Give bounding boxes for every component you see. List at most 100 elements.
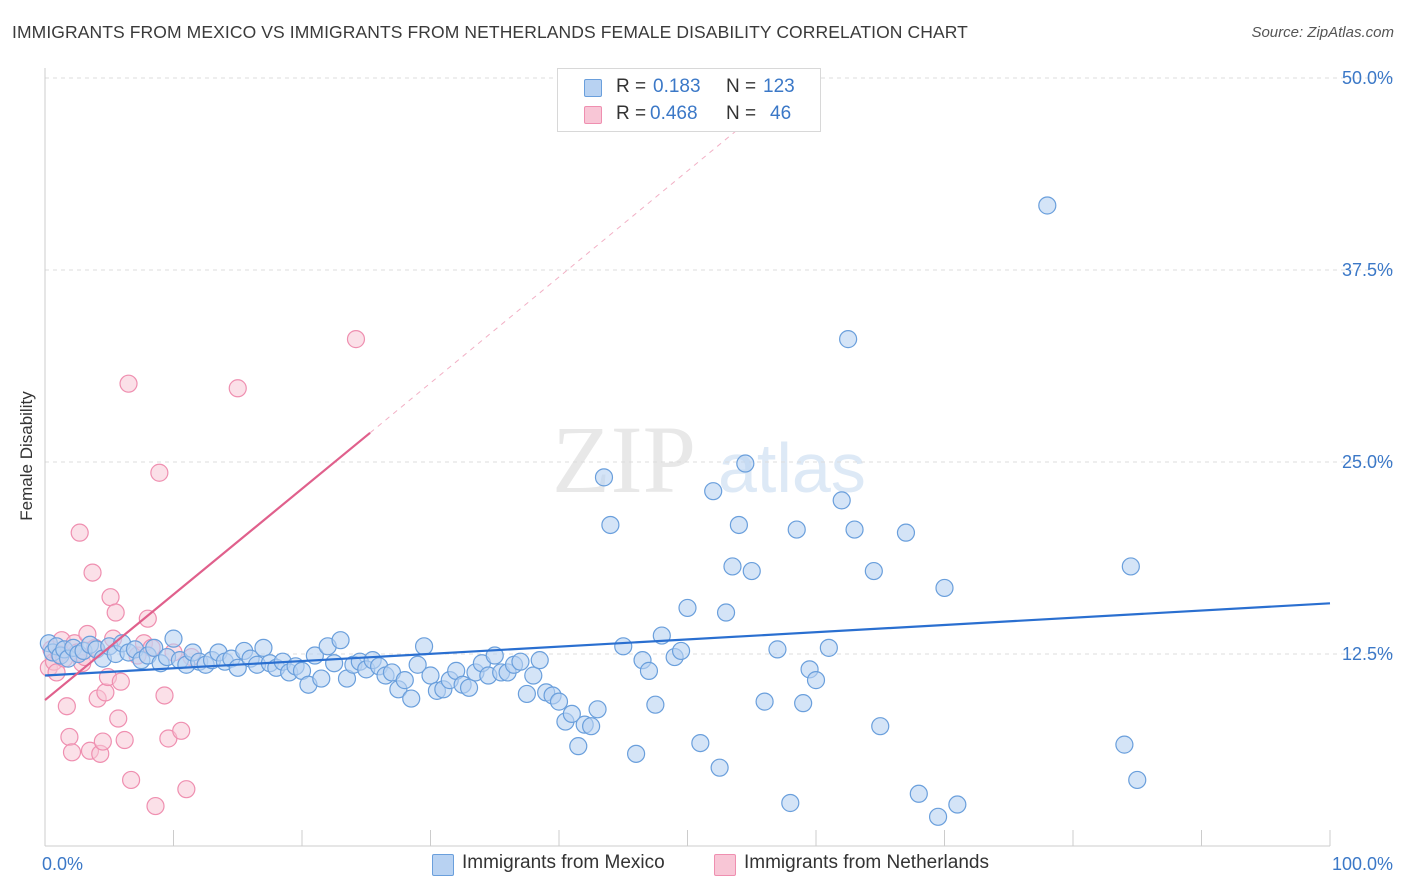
mexico-point xyxy=(845,520,864,539)
netherlands-r-value: 0.468 xyxy=(650,103,698,124)
mexico-point xyxy=(736,454,755,473)
mexico-point xyxy=(729,515,749,535)
netherlands-point xyxy=(96,683,115,702)
mexico-point xyxy=(402,689,421,708)
bottom-netherlands-label: Immigrants from Netherlands xyxy=(744,852,989,873)
mexico-point xyxy=(1038,196,1057,215)
mexico-points xyxy=(39,196,1147,826)
bottom-mexico-label: Immigrants from Mexico xyxy=(462,852,665,873)
mexico-point xyxy=(723,557,742,576)
mexico-point xyxy=(646,695,665,714)
mexico-point xyxy=(819,638,838,657)
netherlands-point xyxy=(60,727,79,747)
mexico-point xyxy=(562,704,581,724)
mexico-point xyxy=(582,717,601,736)
netherlands-r-label: R = xyxy=(616,103,647,124)
mexico-point xyxy=(511,652,530,671)
netherlands-point xyxy=(70,523,89,542)
netherlands-point xyxy=(150,463,169,482)
netherlands-point xyxy=(57,697,76,716)
mexico-point xyxy=(768,640,787,659)
netherlands-points xyxy=(39,330,366,816)
watermark: ZIP atlas xyxy=(552,406,866,513)
netherlands-point xyxy=(111,672,130,691)
mexico-n-label: N = xyxy=(726,76,757,97)
mexico-point xyxy=(935,578,954,598)
mexico-point xyxy=(569,737,588,756)
netherlands-point xyxy=(119,374,138,393)
netherlands-point xyxy=(62,743,82,762)
mexico-point xyxy=(549,692,569,711)
mexico-point xyxy=(1128,770,1147,790)
mexico-point xyxy=(601,515,620,535)
grid-lines xyxy=(45,77,1395,655)
mexico-point xyxy=(588,700,607,719)
axes xyxy=(44,68,1331,847)
mexico-point xyxy=(806,671,826,690)
mexico-point xyxy=(517,684,536,704)
y-tick-label: 37.5% xyxy=(1342,260,1393,280)
source-label: Source: ZipAtlas.com xyxy=(1251,24,1394,41)
mexico-point xyxy=(164,629,183,648)
mexico-point xyxy=(896,523,916,542)
netherlands-trend-extension xyxy=(369,117,753,434)
mexico-swatch xyxy=(584,79,602,97)
mexico-point xyxy=(524,666,543,685)
netherlands-point xyxy=(155,686,174,705)
tick-labels: 12.5% 25.0% 37.5% 50.0% 0.0% 100.0% xyxy=(42,68,1393,874)
mexico-point xyxy=(787,520,806,539)
mexico-point xyxy=(626,744,646,763)
mexico-point xyxy=(408,655,427,674)
bottom-mexico-swatch xyxy=(432,854,454,876)
netherlands-point xyxy=(228,379,247,398)
mexico-r-value: 0.183 xyxy=(653,76,701,97)
mexico-point xyxy=(254,638,273,657)
mexico-point xyxy=(864,561,883,581)
y-tick-label: 25.0% xyxy=(1342,452,1393,472)
netherlands-swatch xyxy=(584,106,602,124)
netherlands-point xyxy=(93,732,112,751)
y-tick-label: 12.5% xyxy=(1342,644,1393,664)
legend-row-mexico: R = 0.183 N = 123 xyxy=(558,73,820,101)
mexico-point xyxy=(794,694,813,713)
netherlands-point xyxy=(177,780,196,799)
mexico-n-value: 123 xyxy=(763,76,795,97)
mexico-point xyxy=(948,795,967,814)
mexico-point xyxy=(678,598,697,618)
mexico-point xyxy=(755,692,774,711)
watermark-zip: ZIP xyxy=(552,406,696,513)
netherlands-point xyxy=(138,609,157,628)
mexico-point xyxy=(710,758,729,777)
netherlands-point xyxy=(115,730,134,750)
netherlands-point xyxy=(83,563,102,582)
mexico-point xyxy=(909,784,928,803)
mexico-point xyxy=(1115,735,1134,754)
y-tick-label: 50.0% xyxy=(1342,68,1393,88)
netherlands-n-value: 46 xyxy=(770,103,792,124)
netherlands-point xyxy=(346,330,366,349)
x-tick-label: 100.0% xyxy=(1332,854,1393,874)
mexico-trend-line xyxy=(44,602,1331,677)
mexico-point xyxy=(716,603,736,622)
mexico-point xyxy=(704,482,723,501)
netherlands-point xyxy=(106,603,125,622)
mexico-point xyxy=(832,491,851,510)
mexico-point xyxy=(145,638,164,657)
mexico-point xyxy=(414,637,434,656)
netherlands-point xyxy=(121,770,141,790)
x-tick-label: 0.0% xyxy=(42,854,83,874)
mexico-point xyxy=(671,641,691,661)
mexico-point xyxy=(691,733,710,753)
mexico-point xyxy=(839,330,858,349)
mexico-point xyxy=(871,717,890,736)
mexico-point xyxy=(325,654,344,673)
mexico-point xyxy=(781,793,800,813)
mexico-point xyxy=(1121,557,1140,576)
mexico-point xyxy=(742,561,761,581)
chart-title: IMMIGRANTS FROM MEXICO VS IMMIGRANTS FRO… xyxy=(12,22,968,42)
mexico-point xyxy=(395,671,414,690)
mexico-point xyxy=(331,631,350,650)
netherlands-trend-line xyxy=(44,431,371,701)
netherlands-point xyxy=(109,709,128,728)
